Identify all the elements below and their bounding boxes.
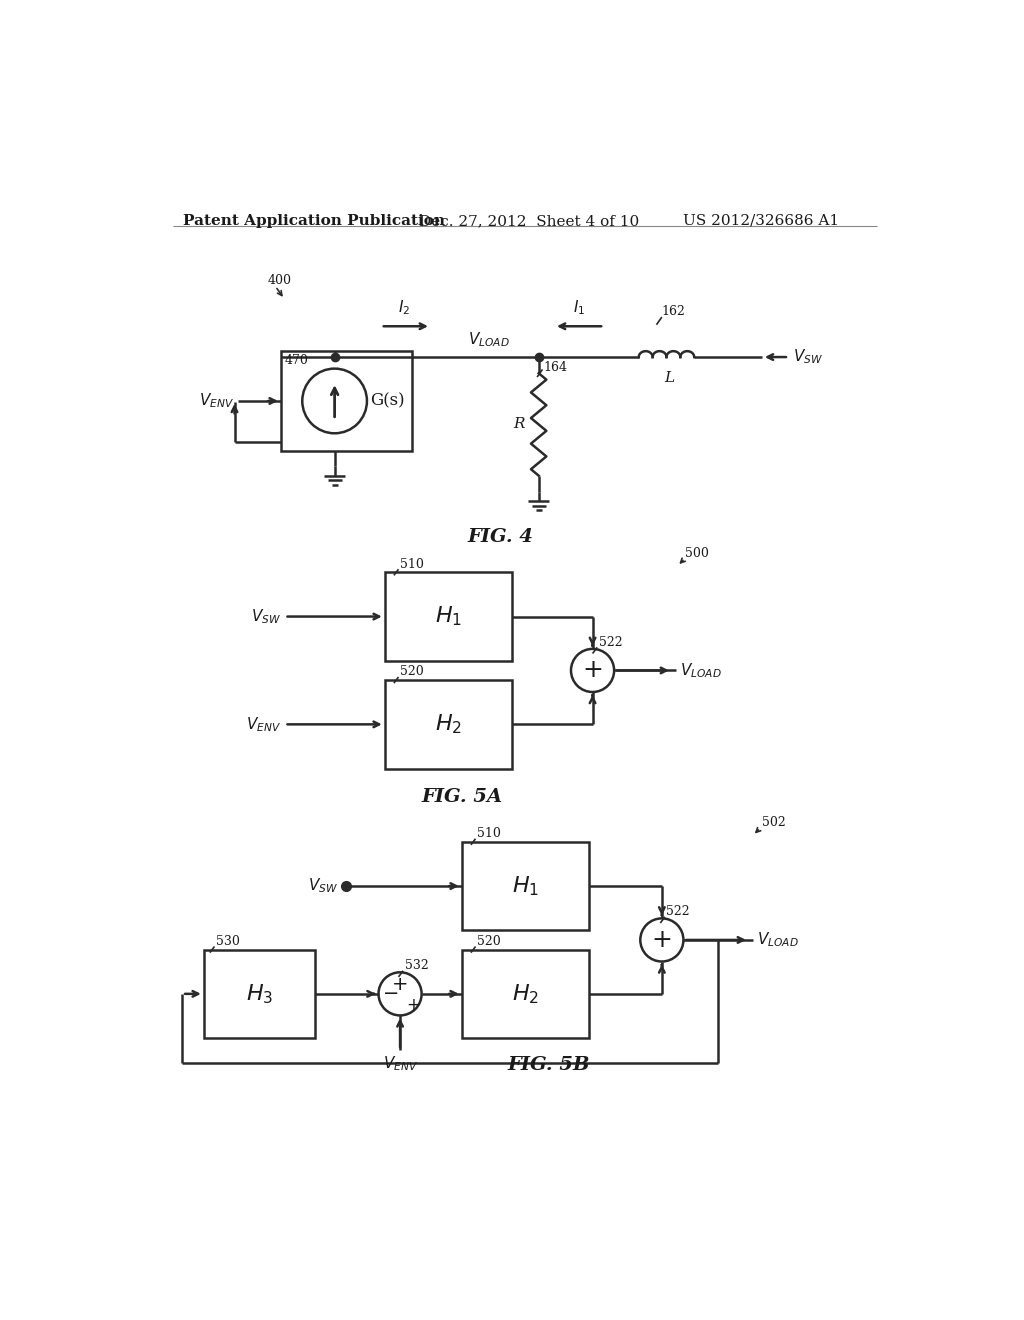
Text: 510: 510: [400, 557, 424, 570]
Circle shape: [640, 919, 683, 961]
Text: 510: 510: [477, 828, 501, 840]
Text: $V_{ENV}$: $V_{ENV}$: [246, 715, 281, 734]
Text: 500: 500: [685, 546, 709, 560]
Text: $H_1$: $H_1$: [434, 605, 462, 628]
Text: $V_{LOAD}$: $V_{LOAD}$: [680, 661, 721, 680]
Text: FIG. 4: FIG. 4: [467, 528, 534, 546]
Bar: [462, 949, 589, 1038]
Text: 164: 164: [544, 360, 567, 374]
Text: 530: 530: [216, 935, 240, 948]
Text: $V_{SW}$: $V_{SW}$: [793, 347, 823, 367]
Text: $I_1$: $I_1$: [572, 298, 585, 317]
Text: $V_{SW}$: $V_{SW}$: [251, 607, 281, 626]
Text: 502: 502: [762, 816, 785, 829]
Text: G(s): G(s): [370, 392, 404, 409]
Text: $I_2$: $I_2$: [398, 298, 410, 317]
Circle shape: [571, 649, 614, 692]
Text: $H_1$: $H_1$: [512, 874, 539, 898]
Text: Dec. 27, 2012  Sheet 4 of 10: Dec. 27, 2012 Sheet 4 of 10: [419, 214, 640, 228]
Text: +: +: [407, 995, 420, 1014]
Text: +: +: [582, 659, 603, 682]
Text: +: +: [392, 975, 409, 994]
Text: FIG. 5A: FIG. 5A: [421, 788, 502, 807]
Text: $H_3$: $H_3$: [246, 982, 273, 1006]
Text: 532: 532: [404, 960, 428, 973]
Text: 522: 522: [599, 636, 623, 649]
Text: 522: 522: [667, 906, 690, 919]
Text: $H_2$: $H_2$: [512, 982, 539, 1006]
Text: $V_{ENV}$: $V_{ENV}$: [200, 392, 234, 411]
Text: $V_{ENV}$: $V_{ENV}$: [383, 1053, 418, 1073]
Text: +: +: [651, 928, 673, 952]
Text: R: R: [513, 417, 524, 432]
Text: $V_{SW}$: $V_{SW}$: [308, 876, 339, 895]
Text: 520: 520: [477, 935, 501, 948]
Bar: [385, 680, 512, 768]
Text: 162: 162: [662, 305, 686, 318]
Bar: [204, 949, 315, 1038]
Text: FIG. 5B: FIG. 5B: [508, 1056, 591, 1074]
Text: 400: 400: [267, 275, 292, 286]
Text: $H_2$: $H_2$: [435, 713, 462, 737]
Circle shape: [379, 973, 422, 1015]
Bar: [385, 573, 512, 661]
Text: $V_{LOAD}$: $V_{LOAD}$: [468, 331, 510, 350]
Circle shape: [302, 368, 367, 433]
Text: Patent Application Publication: Patent Application Publication: [183, 214, 444, 228]
Text: $V_{LOAD}$: $V_{LOAD}$: [757, 931, 799, 949]
Bar: [462, 842, 589, 931]
Text: 520: 520: [400, 665, 424, 678]
Text: −: −: [383, 985, 399, 1003]
Bar: [281, 351, 412, 451]
Text: L: L: [665, 371, 675, 385]
Text: 470: 470: [285, 354, 308, 367]
Text: US 2012/326686 A1: US 2012/326686 A1: [683, 214, 840, 228]
